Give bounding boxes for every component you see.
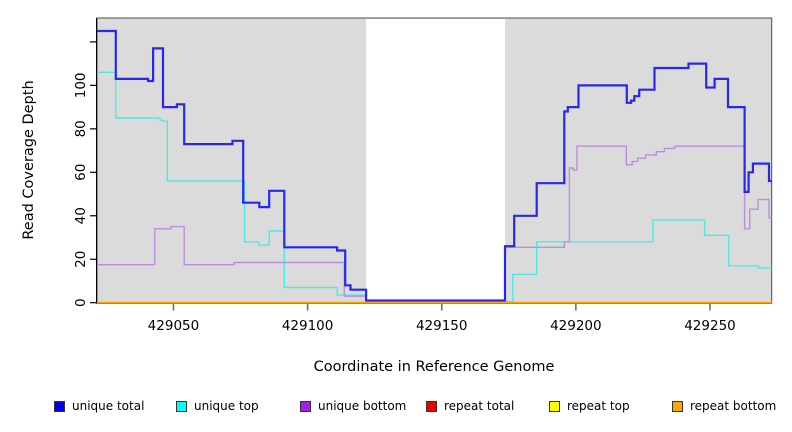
legend-item-unique-bottom: unique bottom (300, 398, 406, 414)
x-tick-label: 429150 (416, 318, 468, 334)
legend-item-unique-top: unique top (176, 398, 259, 414)
no-data-gap-region (366, 19, 506, 303)
legend-label: repeat bottom (690, 399, 777, 413)
y-tick-label: 80 (73, 120, 89, 137)
y-axis-title: Read Coverage Depth (21, 80, 37, 240)
legend-swatch-repeat-top (549, 400, 560, 412)
legend-label: repeat top (567, 399, 630, 413)
legend-swatch-repeat-total (426, 400, 437, 412)
legend-item-repeat-bottom: repeat bottom (672, 398, 776, 414)
legend-label: unique top (194, 399, 259, 413)
x-axis-title: Coordinate in Reference Genome (313, 359, 555, 375)
series-line-unique-total (97, 29, 772, 302)
legend-swatch-unique-top (176, 400, 187, 412)
x-tick-label: 429200 (550, 318, 602, 334)
x-tick-label: 429050 (148, 318, 200, 334)
legend-item-repeat-top: repeat top (549, 398, 630, 414)
y-tick-label: 60 (73, 164, 89, 181)
legend-swatch-unique-total (54, 400, 65, 412)
series-line-unique-top (97, 71, 772, 303)
x-tick-label: 429250 (684, 318, 736, 334)
y-tick-label: 0 (73, 298, 89, 307)
y-tick-label: 20 (73, 251, 89, 268)
legend-label: unique bottom (318, 399, 407, 413)
y-tick-label: 40 (73, 207, 89, 224)
legend-swatch-unique-bottom (300, 400, 311, 412)
legend-label: repeat total (444, 399, 515, 413)
legend-label: unique total (72, 399, 145, 413)
legend-item-repeat-total: repeat total (426, 398, 514, 414)
chart-legend: unique total unique top unique bottom repea… (0, 398, 792, 420)
legend-swatch-repeat-bottom (672, 400, 683, 412)
y-tick-label: 100 (73, 72, 89, 98)
x-tick-label: 429100 (282, 318, 334, 334)
legend-item-unique-total: unique total (54, 398, 144, 414)
